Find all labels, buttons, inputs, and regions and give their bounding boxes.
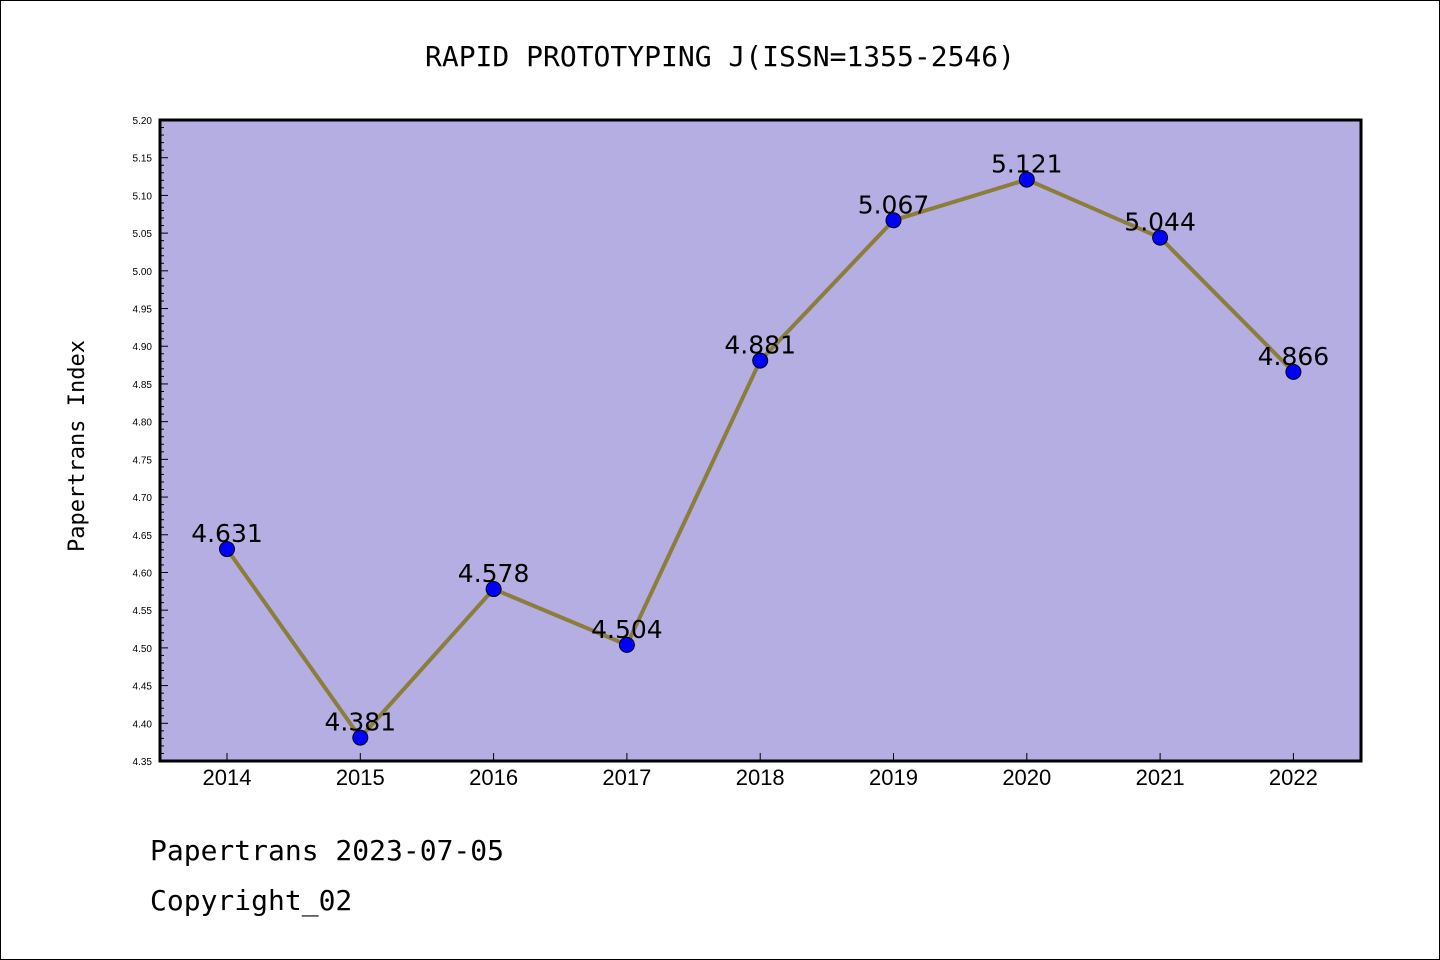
- x-axis-ticks: 2014 2015 2016 2017 2018 2019 2020 2021 2022: [203, 753, 1318, 790]
- footer-copyright: Copyright_02: [150, 884, 353, 917]
- y-axis-label: Papertrans Index: [65, 340, 90, 552]
- data-point: [618, 636, 635, 653]
- x-tick-label: 2019: [869, 765, 918, 790]
- data-label: 5.044: [1124, 208, 1196, 237]
- x-tick-label: 2022: [1269, 765, 1318, 790]
- y-tick-label: 4.80: [133, 418, 153, 429]
- footer-date: Papertrans 2023-07-05: [150, 834, 505, 867]
- x-tick-label: 2018: [736, 765, 785, 790]
- chart-title: RAPID PROTOTYPING J(ISSN=1355-2546): [425, 40, 1015, 73]
- y-axis-ticks: 4.35 4.40 4.45 4.50 4.55 4.60 4.65 4.70 4.75 4.80…: [133, 116, 168, 768]
- y-tick-label: 4.60: [133, 568, 153, 579]
- plot-area: [158, 118, 1363, 763]
- data-label: 4.881: [724, 331, 796, 360]
- y-tick-label: 4.50: [133, 644, 153, 655]
- y-tick-label: 5.00: [133, 267, 153, 278]
- data-point: [219, 541, 235, 558]
- y-tick-label: 4.55: [133, 606, 153, 617]
- y-tick-label: 4.75: [133, 455, 153, 466]
- data-label: 5.121: [991, 150, 1063, 179]
- y-tick-label: 4.70: [133, 493, 153, 504]
- data-point: [485, 581, 502, 598]
- x-tick-label: 2021: [1136, 765, 1185, 790]
- data-label: 4.504: [591, 615, 663, 644]
- y-tick-label: 5.15: [133, 154, 153, 165]
- x-tick-label: 2020: [1002, 765, 1051, 790]
- x-tick-label: 2016: [469, 765, 518, 790]
- y-tick-label: 4.90: [133, 342, 153, 353]
- data-point: [1152, 229, 1169, 246]
- y-tick-label: 4.35: [133, 757, 153, 768]
- y-tick-label: 5.05: [133, 229, 153, 240]
- data-label: 4.866: [1258, 342, 1330, 371]
- data-label: 4.631: [191, 519, 263, 548]
- data-label: 4.381: [325, 708, 397, 737]
- y-tick-label: 4.65: [133, 531, 153, 542]
- y-tick-label: 5.10: [133, 191, 153, 202]
- data-label: 4.578: [458, 559, 530, 588]
- x-tick-label: 2014: [203, 765, 252, 790]
- x-tick-label: 2017: [602, 765, 651, 790]
- data-labels: 4.631 4.381 4.578 4.504 4.881 5.067 5.121 5.044…: [191, 150, 1329, 737]
- data-point: [352, 729, 369, 746]
- series-markers: [219, 171, 1302, 746]
- data-point: [885, 212, 902, 229]
- y-tick-label: 4.95: [133, 305, 153, 316]
- y-tick-label: 5.20: [133, 116, 153, 127]
- data-label: 5.067: [858, 190, 930, 219]
- data-point: [752, 352, 769, 369]
- data-point: [1285, 363, 1302, 380]
- data-point: [1018, 171, 1035, 188]
- y-tick-label: 4.45: [133, 682, 153, 693]
- x-tick-label: 2015: [336, 765, 385, 790]
- y-tick-label: 4.85: [133, 380, 153, 391]
- y-tick-label: 4.40: [133, 719, 153, 730]
